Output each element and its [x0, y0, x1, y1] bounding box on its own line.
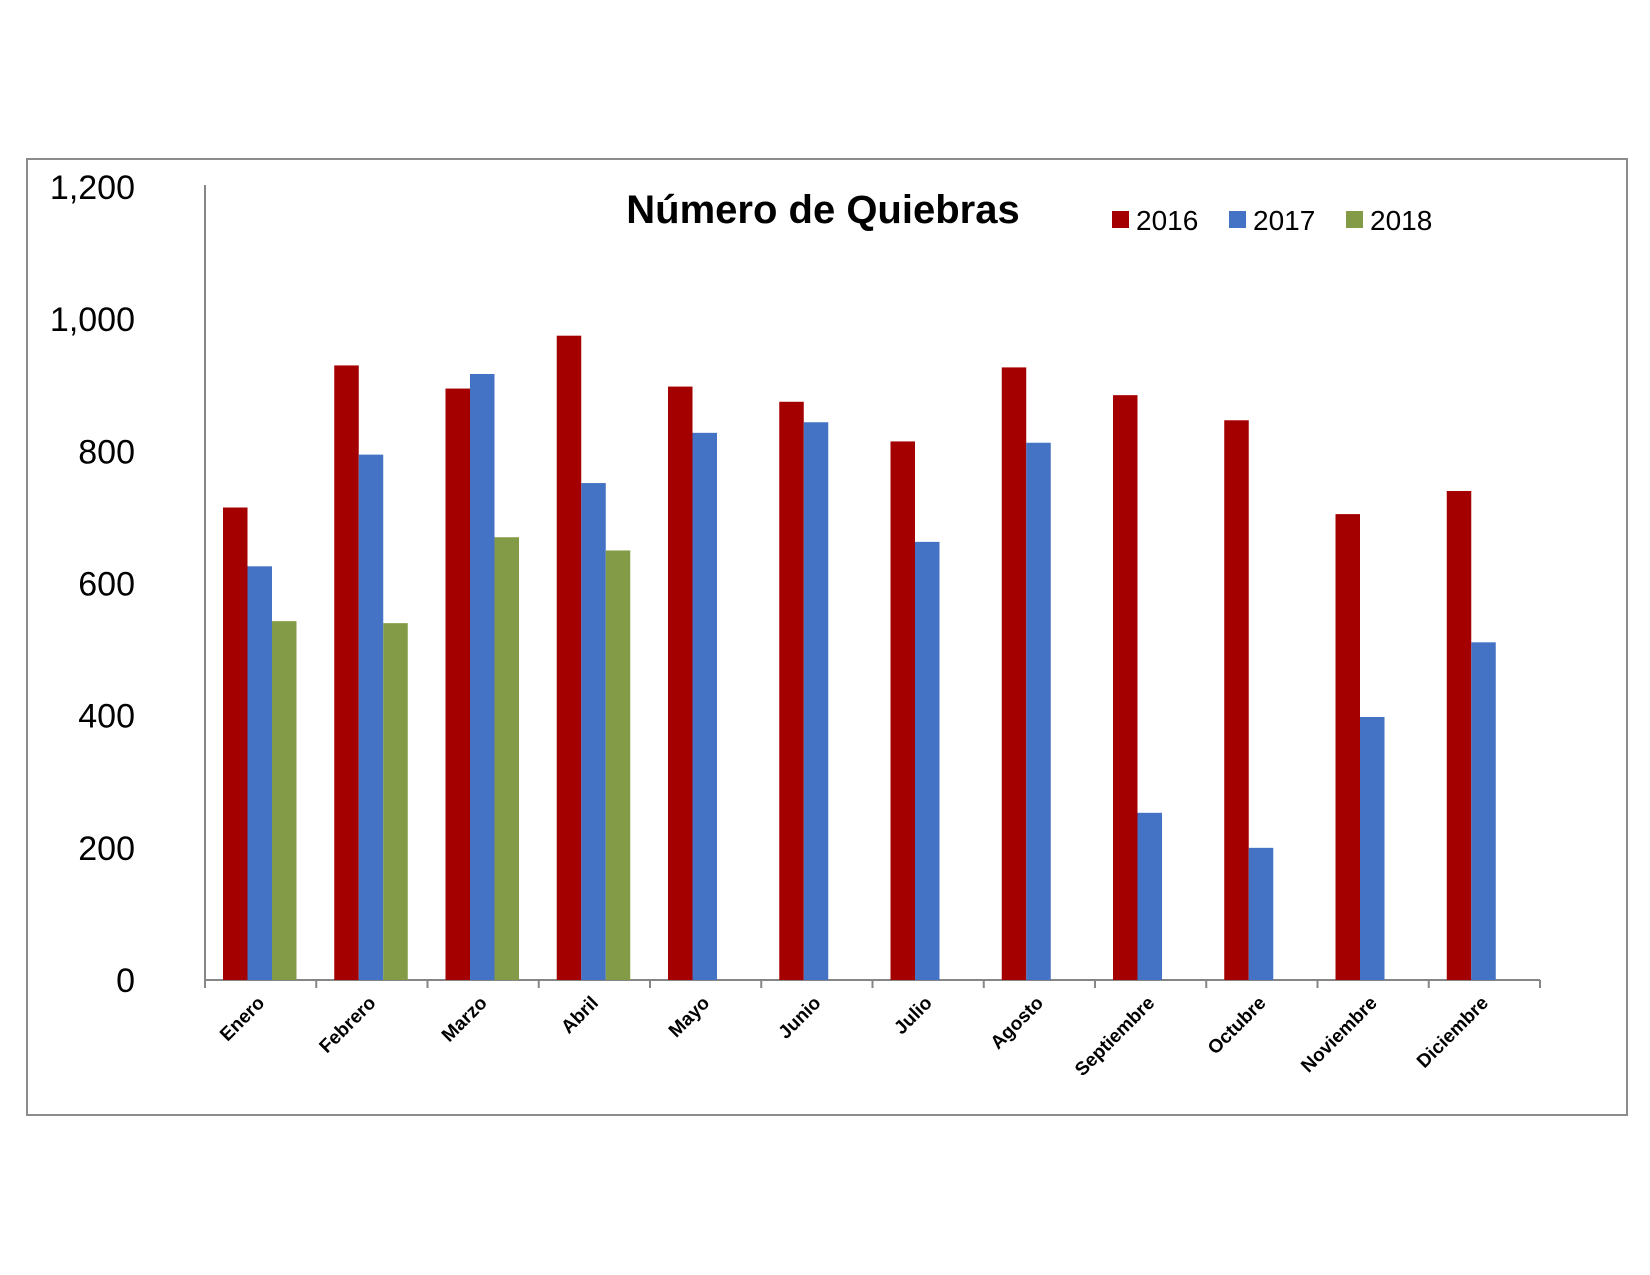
x-tick-label: Noviembre — [1297, 993, 1381, 1077]
x-tick-label: Marzo — [438, 993, 492, 1047]
chart-frame — [26, 158, 1628, 1116]
legend-swatch-2018 — [1346, 211, 1363, 228]
bar-2016-Julio — [890, 441, 915, 980]
x-tick-label: Diciembre — [1413, 993, 1493, 1073]
legend-label-2018: 2018 — [1370, 205, 1432, 236]
bar-2017-Febrero — [358, 454, 384, 980]
legend: 2016 2017 2018 — [1112, 205, 1432, 236]
bar-2018-Abril — [605, 550, 631, 980]
bar-2017-Agosto — [1026, 442, 1051, 980]
bar-2017-Octubre — [1248, 847, 1274, 980]
legend-swatch-2017 — [1229, 211, 1246, 228]
bar-2018-Enero — [272, 621, 297, 980]
bar-2017-Septiembre — [1137, 812, 1162, 980]
x-tick-label: Abril — [557, 993, 602, 1038]
bar-2016-Enero — [223, 507, 248, 980]
x-tick-label: Julio — [890, 993, 936, 1039]
bar-2018-Febrero — [383, 623, 408, 980]
bar-2017-Enero — [247, 566, 272, 980]
bar-2018-Marzo — [494, 537, 519, 980]
bar-2016-Agosto — [1001, 367, 1027, 981]
bar-2017-Noviembre — [1360, 716, 1385, 980]
bar-2016-Febrero — [334, 365, 359, 980]
bar-2016-Abril — [556, 335, 582, 980]
bar-2017-Junio — [803, 422, 829, 980]
x-tick-label: Octubre — [1204, 993, 1270, 1059]
bar-2016-Septiembre — [1113, 395, 1138, 981]
y-tick-label: 0 — [116, 962, 135, 1000]
legend-label-2017: 2017 — [1253, 205, 1315, 236]
y-tick-label: 600 — [78, 566, 135, 604]
x-tick-label: Junio — [775, 993, 826, 1044]
y-tick-label: 400 — [78, 698, 135, 736]
y-tick-label: 1,200 — [50, 169, 135, 207]
legend-swatch-2016 — [1112, 211, 1129, 228]
x-tick-label: Septiembre — [1071, 993, 1159, 1081]
bar-2016-Mayo — [668, 386, 693, 980]
bar-2017-Marzo — [470, 374, 495, 980]
chart-title: Número de Quiebras — [626, 188, 1019, 232]
bar-2017-Abril — [581, 483, 606, 980]
bar-2017-Diciembre — [1471, 642, 1496, 980]
bar-2016-Diciembre — [1446, 490, 1472, 980]
bar-2016-Octubre — [1224, 420, 1249, 980]
x-tick-label: Enero — [216, 993, 269, 1046]
y-tick-label: 200 — [78, 830, 135, 868]
bar-2016-Junio — [779, 401, 804, 980]
y-tick-label: 800 — [78, 433, 135, 471]
bar-2017-Mayo — [692, 432, 717, 981]
bar-2016-Marzo — [445, 388, 470, 980]
y-tick-label: 1,000 — [50, 301, 135, 339]
x-tick-label: Mayo — [665, 993, 714, 1042]
bar-2016-Noviembre — [1335, 514, 1360, 980]
x-tick-label: Agosto — [987, 993, 1048, 1054]
legend-label-2016: 2016 — [1136, 205, 1198, 236]
x-tick-label: Febrero — [316, 993, 381, 1058]
bars — [223, 335, 1496, 981]
bar-2017-Julio — [915, 541, 940, 980]
